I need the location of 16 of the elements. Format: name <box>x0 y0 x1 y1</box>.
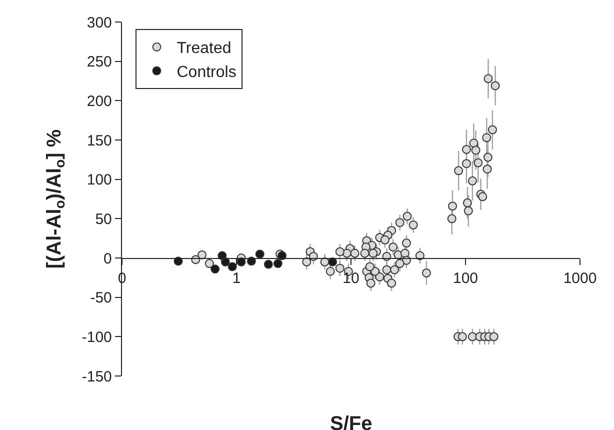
y-tick-label: 0 <box>104 250 112 268</box>
x-tick-label: 100 <box>452 270 478 288</box>
y-tick-label: 250 <box>86 54 112 71</box>
legend-label: Treated <box>176 40 232 58</box>
y-tick-label: -50 <box>90 290 112 307</box>
y-tick-label: 300 <box>86 14 112 32</box>
x-tick-label: 1000 <box>563 270 597 288</box>
x-tick-label: 1 <box>232 270 241 288</box>
x-tick-label: 10 <box>342 270 360 288</box>
y-tick-label: 50 <box>95 210 112 228</box>
y-tick-label: -150 <box>82 368 112 386</box>
y-tick-label: 200 <box>86 92 112 110</box>
legend-label: Controls <box>176 64 236 82</box>
y-tick-label: -100 <box>82 328 112 346</box>
y-tick-label: 150 <box>86 132 112 150</box>
y-tick-label: 100 <box>86 172 112 189</box>
